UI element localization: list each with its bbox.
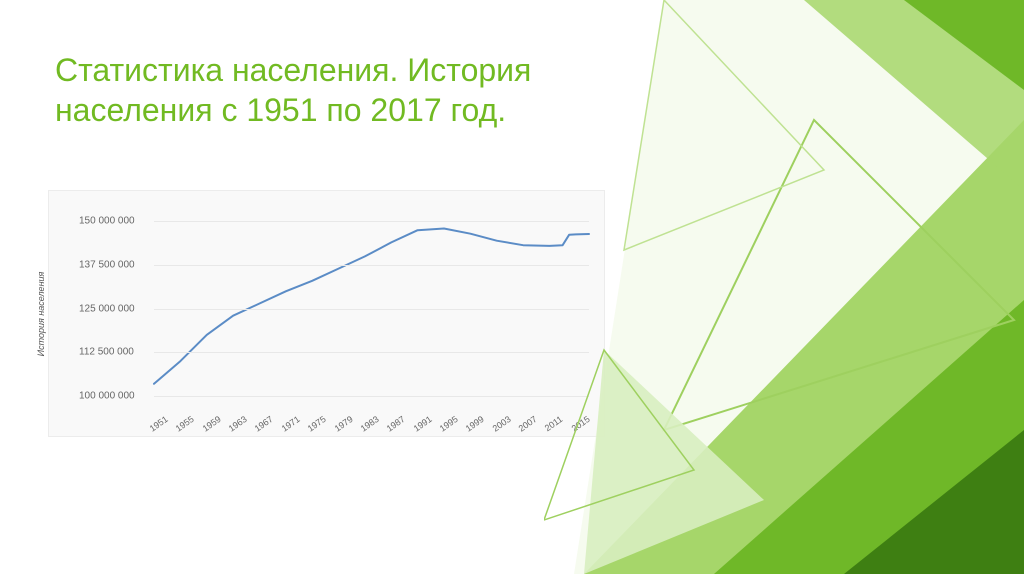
decorative-shapes <box>544 0 1024 574</box>
chart-ylabel: История населения <box>36 271 46 356</box>
chart-xtick: 2003 <box>490 414 512 434</box>
chart-xtick: 1979 <box>332 414 354 434</box>
chart-xtick: 2011 <box>543 414 565 433</box>
chart-xtick: 1991 <box>411 414 433 434</box>
chart-ytick: 150 000 000 <box>79 216 135 227</box>
chart-xtick: 1971 <box>279 414 301 434</box>
chart-xtick: 1951 <box>148 414 170 434</box>
chart-gridline <box>154 396 589 397</box>
population-chart: История населения 100 000 000112 500 000… <box>48 190 605 437</box>
chart-plot-area <box>154 211 589 396</box>
chart-gridline <box>154 265 589 266</box>
chart-gridline <box>154 352 589 353</box>
slide: Статистика населения. История населения … <box>0 0 1024 574</box>
chart-line <box>154 211 589 396</box>
chart-gridline <box>154 309 589 310</box>
chart-xtick: 1955 <box>174 414 196 434</box>
chart-ytick: 137 500 000 <box>79 260 135 271</box>
chart-xtick: 1959 <box>200 414 222 434</box>
chart-xtick: 2007 <box>517 414 539 434</box>
chart-xtick: 1983 <box>359 414 381 434</box>
chart-xtick: 1975 <box>306 414 328 434</box>
page-title: Статистика населения. История населения … <box>55 50 615 130</box>
chart-xtick: 2015 <box>569 414 591 434</box>
chart-xtick: 1995 <box>438 414 460 434</box>
chart-xtick: 1987 <box>385 414 407 434</box>
chart-xtick: 1967 <box>253 414 275 434</box>
chart-ytick: 112 500 000 <box>79 347 134 358</box>
chart-ytick: 100 000 000 <box>79 391 135 402</box>
chart-ytick: 125 000 000 <box>79 303 135 314</box>
chart-xtick: 1963 <box>227 414 249 434</box>
chart-gridline <box>154 221 589 222</box>
chart-xtick: 1999 <box>464 414 486 434</box>
